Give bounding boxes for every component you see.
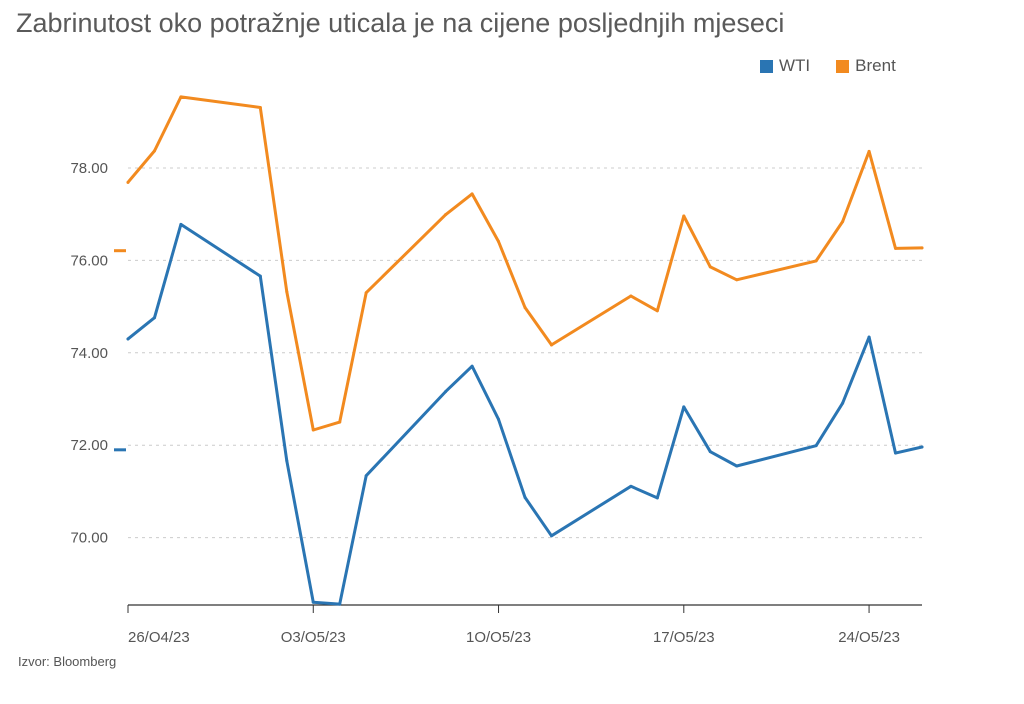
data-point-brent xyxy=(364,291,368,295)
x-tick-label: 1O/O5/23 xyxy=(466,629,531,646)
series-line-brent xyxy=(126,95,924,432)
x-tick-label: O3/O5/23 xyxy=(281,629,346,646)
chart-title: Zabrinutost oko potražnje uticala je na … xyxy=(16,8,785,38)
data-point-wti xyxy=(841,401,845,405)
data-point-wti xyxy=(814,444,818,448)
source-note: Izvor: Bloomberg xyxy=(18,654,117,669)
data-point-wti xyxy=(708,450,712,454)
data-point-brent xyxy=(655,309,659,313)
series-line-wti xyxy=(126,222,924,606)
chart-legend: WTI Brent xyxy=(760,56,896,76)
data-point-wti xyxy=(311,600,315,604)
data-point-brent xyxy=(179,95,183,99)
data-point-brent xyxy=(258,105,262,109)
x-tick-label: 17/O5/23 xyxy=(653,629,715,646)
x-tick-label: 26/O4/23 xyxy=(128,629,190,646)
data-point-brent xyxy=(470,192,474,196)
data-point-brent xyxy=(523,306,527,310)
data-point-wti xyxy=(735,464,739,468)
data-point-wti xyxy=(682,405,686,409)
data-point-wti xyxy=(258,274,262,278)
data-point-wti xyxy=(655,496,659,500)
data-point-wti xyxy=(285,459,289,463)
data-point-wti xyxy=(523,495,527,499)
legend-swatch-wti xyxy=(760,59,773,73)
data-point-wti xyxy=(920,445,924,449)
y-tick-label: 76.00 xyxy=(70,252,108,269)
data-point-brent xyxy=(285,290,289,294)
data-point-brent xyxy=(841,220,845,224)
data-point-brent xyxy=(126,180,130,184)
data-point-wti xyxy=(152,316,156,320)
data-point-brent xyxy=(867,149,871,153)
y-tick-label: 70.00 xyxy=(70,530,108,547)
data-point-brent xyxy=(735,278,739,282)
data-point-wti xyxy=(549,534,553,538)
data-point-brent xyxy=(549,343,553,347)
legend-label-wti: WTI xyxy=(779,56,811,75)
data-point-wti xyxy=(126,337,130,341)
data-point-brent xyxy=(708,265,712,269)
data-point-brent xyxy=(920,246,924,250)
data-point-wti xyxy=(629,484,633,488)
legend-swatch-brent xyxy=(836,59,850,73)
data-point-brent xyxy=(311,428,315,432)
data-point-brent xyxy=(894,246,898,250)
data-point-wti xyxy=(179,222,183,226)
data-point-brent xyxy=(338,420,342,424)
legend-item-brent: Brent xyxy=(836,56,896,76)
data-point-brent xyxy=(682,214,686,218)
data-point-brent xyxy=(497,239,501,243)
y-tick-label: 78.00 xyxy=(70,160,108,177)
legend-label-brent: Brent xyxy=(855,56,896,75)
data-point-wti xyxy=(444,390,448,394)
data-point-brent xyxy=(152,149,156,153)
data-point-wti xyxy=(894,451,898,455)
data-point-wti xyxy=(867,335,871,339)
y-tick-label: 74.00 xyxy=(70,345,108,362)
data-point-wti xyxy=(364,474,368,478)
data-point-brent xyxy=(444,213,448,217)
data-point-wti xyxy=(470,364,474,368)
x-tick-label: 24/O5/23 xyxy=(838,629,900,646)
y-tick-label: 72.00 xyxy=(70,437,108,454)
data-point-wti xyxy=(497,417,501,421)
data-point-brent xyxy=(814,259,818,263)
legend-item-wti: WTI xyxy=(760,56,810,76)
data-point-wti xyxy=(338,602,342,606)
data-point-brent xyxy=(629,294,633,298)
